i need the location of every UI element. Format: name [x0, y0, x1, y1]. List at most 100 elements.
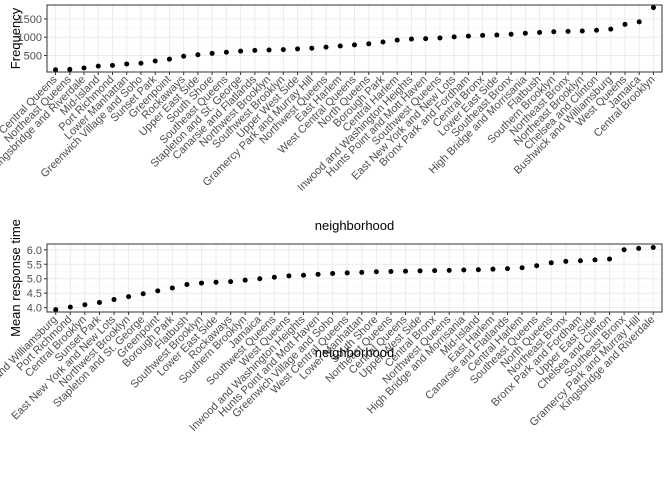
- data-point: [537, 29, 543, 35]
- data-point: [198, 280, 204, 286]
- data-point: [344, 270, 350, 276]
- x-axis-title: neighborhood: [315, 218, 395, 233]
- data-point: [594, 27, 600, 33]
- data-point: [242, 277, 248, 283]
- data-point: [592, 257, 598, 263]
- data-point: [126, 294, 132, 300]
- y-axis-title: Mean response time: [8, 219, 23, 337]
- data-point: [480, 32, 486, 38]
- data-point: [309, 45, 315, 51]
- data-point: [359, 269, 365, 275]
- data-point: [330, 271, 336, 277]
- data-point: [607, 256, 613, 262]
- data-point: [53, 307, 59, 313]
- data-point: [577, 258, 583, 264]
- data-point: [223, 49, 229, 55]
- data-point: [394, 37, 400, 43]
- data-point: [228, 279, 234, 285]
- data-point: [266, 47, 272, 53]
- data-point: [432, 268, 438, 274]
- data-point: [352, 42, 357, 48]
- data-point: [53, 67, 59, 73]
- data-point: [579, 28, 585, 34]
- data-point: [565, 28, 571, 34]
- data-point: [323, 44, 329, 50]
- data-point: [417, 268, 423, 274]
- data-point: [522, 30, 528, 36]
- data-point: [81, 65, 87, 71]
- y-tick-label: 5.5: [27, 259, 42, 271]
- data-point: [195, 52, 201, 58]
- data-point: [166, 56, 172, 62]
- data-point: [490, 266, 496, 272]
- data-point: [451, 34, 457, 40]
- data-point: [505, 266, 511, 272]
- panel-border: [46, 243, 663, 313]
- data-point: [519, 265, 525, 271]
- data-point: [563, 258, 569, 264]
- response-time-chart: 4.04.55.05.56.0Bushwick and Williamsburg…: [0, 219, 663, 434]
- y-tick-label: 500: [24, 51, 42, 63]
- data-point: [252, 47, 258, 53]
- data-point: [508, 31, 514, 37]
- y-tick-label: 6.0: [27, 245, 42, 257]
- data-point: [423, 36, 429, 42]
- data-point: [209, 50, 215, 56]
- data-point: [437, 35, 443, 41]
- data-point: [152, 58, 158, 64]
- y-tick-label: 1000: [18, 32, 42, 44]
- data-point: [286, 273, 292, 279]
- data-point: [548, 260, 554, 266]
- data-point: [109, 62, 115, 68]
- data-point: [257, 276, 263, 282]
- data-point: [621, 247, 627, 253]
- data-point: [111, 297, 117, 303]
- data-point: [650, 244, 656, 250]
- data-point: [315, 271, 321, 277]
- data-point: [96, 299, 102, 305]
- y-tick-label: 4.0: [27, 303, 42, 315]
- data-point: [475, 267, 481, 273]
- y-axis-title: Frequency: [8, 7, 23, 69]
- data-point: [295, 46, 301, 52]
- data-point: [373, 269, 379, 275]
- data-point: [446, 267, 452, 273]
- data-point: [494, 32, 500, 38]
- data-point: [300, 272, 306, 278]
- data-point: [213, 279, 219, 285]
- panel-border: [46, 4, 663, 73]
- data-point: [636, 245, 642, 251]
- data-point: [155, 288, 161, 294]
- data-point: [184, 282, 190, 288]
- y-tick-label: 1500: [18, 14, 42, 26]
- data-point: [366, 41, 372, 47]
- data-point: [95, 63, 101, 69]
- data-point: [337, 43, 343, 49]
- data-point: [140, 291, 146, 297]
- data-point: [636, 19, 642, 25]
- data-point: [534, 263, 540, 269]
- data-point: [622, 21, 628, 27]
- data-point: [67, 66, 73, 72]
- data-point: [465, 33, 471, 39]
- data-point: [551, 29, 557, 35]
- data-point: [280, 47, 286, 53]
- data-point: [238, 48, 244, 54]
- data-point: [461, 267, 467, 273]
- data-point: [138, 60, 144, 66]
- data-point: [380, 39, 386, 45]
- data-point: [608, 26, 614, 32]
- data-point: [169, 285, 175, 291]
- y-tick-label: 4.5: [27, 288, 42, 300]
- data-point: [67, 304, 73, 310]
- data-point: [82, 302, 88, 308]
- data-point: [388, 268, 394, 274]
- data-point: [403, 268, 409, 274]
- x-axis-title: neighborhood: [315, 345, 395, 360]
- data-point: [271, 274, 277, 280]
- data-point: [181, 53, 187, 59]
- data-point: [124, 61, 130, 67]
- y-tick-label: 5.0: [27, 274, 42, 286]
